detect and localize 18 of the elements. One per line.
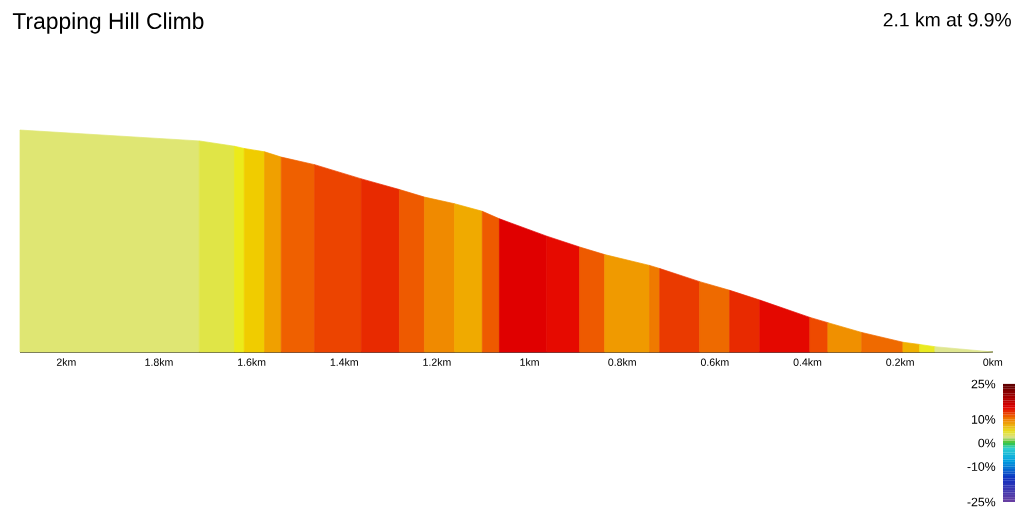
x-tick-label: 2km	[56, 358, 76, 366]
color-bar-label: -25%	[967, 497, 996, 507]
color-bar-label: 0%	[978, 438, 996, 448]
x-tick-label: 1km	[520, 358, 539, 366]
x-tick-label: 0.4km	[793, 358, 822, 366]
chart-subtitle: 2.1 km at 9.9%	[883, 12, 1011, 27]
x-tick-label: 1.8km	[145, 358, 173, 366]
color-bar-label: -10%	[967, 462, 996, 471]
x-tick-label: 1.2km	[423, 358, 451, 366]
x-tick-label: 0km	[983, 358, 1003, 366]
color-bar-label: 25%	[971, 379, 996, 389]
x-tick-label: 1.6km	[238, 358, 266, 366]
x-tick-label: 0.2km	[886, 358, 914, 366]
x-tick-label: 0.8km	[608, 358, 636, 366]
x-tick-label: 0.6km	[700, 358, 729, 366]
color-bar-label: 10%	[971, 415, 996, 424]
chart-title: Trapping Hill Climb	[12, 12, 204, 34]
x-tick-label: 1.4km	[330, 358, 358, 366]
